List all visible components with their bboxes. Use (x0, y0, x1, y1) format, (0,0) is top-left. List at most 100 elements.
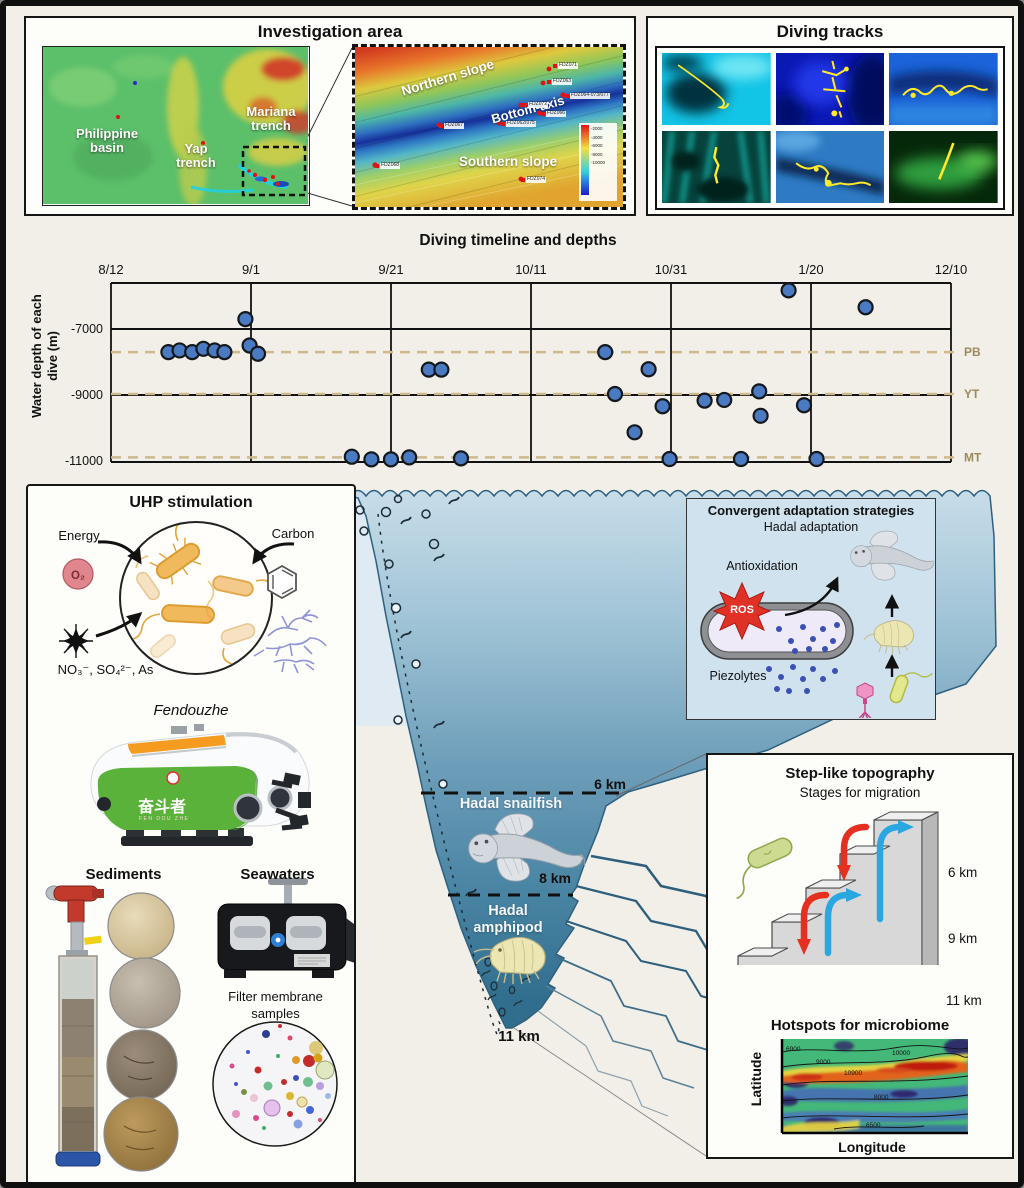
sediment-dishes (103, 892, 181, 1172)
diving-tracks-title: Diving tracks (776, 22, 884, 41)
yap-trench-label: Yap trench (176, 141, 216, 171)
oxygen-icon (62, 558, 94, 590)
sediments-label: Sediments (85, 866, 162, 883)
hotspots-title: Hotspots for microbiome (770, 1017, 950, 1034)
piezolytes-label: Piezolytes (709, 669, 767, 683)
energy-label: Energy (58, 528, 100, 543)
investigation-area-panel: Investigation area (24, 16, 636, 216)
svg-text:8/12: 8/12 (98, 262, 123, 277)
snailfish-small-icon (850, 530, 934, 581)
dive-track-thumbnail-4 (662, 130, 771, 203)
hotspots-map: 6900 9000 10000 10900 8000 6500 (780, 1039, 968, 1135)
svg-text:MT: MT (964, 450, 982, 464)
bacterium-icon (889, 672, 933, 704)
stages-migration-subtitle: Stages for migration (799, 785, 921, 800)
hadal-amphipod-label: Hadal amphipod (473, 903, 543, 936)
dive-site-tag: FDZ071 (558, 62, 579, 69)
uhp-stimulation-panel: UHP stimulation (26, 484, 356, 1182)
svg-text:6900: 6900 (786, 1046, 801, 1053)
filter-membrane-dots (229, 1024, 335, 1130)
manipulator-arms (271, 772, 311, 831)
inset-extent-rectangle (241, 145, 307, 197)
sediment-corer (45, 885, 104, 1167)
nutrients-label: NO₃⁻, SO₄²⁻, As (57, 662, 154, 677)
svg-text:1/20: 1/20 (798, 262, 823, 277)
svg-text:YT: YT (964, 387, 980, 401)
dive-site-tag: FDZ074 (526, 176, 547, 183)
depth-6km-label: 6 km (594, 776, 626, 792)
ros-star-icon (712, 581, 772, 641)
latitude-label: Latitude (748, 1051, 764, 1107)
dive-site-tag: FDZ068 (380, 162, 401, 169)
piezolyte-dots (766, 622, 840, 694)
svg-text:9/1: 9/1 (242, 262, 260, 277)
diving-timeline-chart: 8/12 9/1 9/21 10/11 10/31 1/20 12/10 -7000 -9000… (65, 262, 982, 468)
stair-treads (737, 811, 939, 957)
migration-arrows (797, 820, 914, 957)
adaptation-illustration (700, 530, 934, 718)
callout-line-top (615, 753, 707, 797)
filter-membrane-circle (212, 1021, 338, 1147)
dive-track-thumbnail-6 (889, 130, 998, 203)
migrating-bacterium-icon (736, 837, 793, 900)
antioxidation-label: Antioxidation (726, 559, 798, 573)
investigation-area-title: Investigation area (257, 22, 403, 41)
uhp-title: UHP stimulation (129, 494, 253, 511)
dive-site-tag: FDZ064-073/077 (570, 92, 610, 99)
svg-text:9/21: 9/21 (378, 262, 403, 277)
ros-label: ROS (730, 604, 754, 616)
philippine-basin-label: Philippine basin (75, 126, 139, 156)
adaptation-title: Convergent adaptation strategies (707, 503, 915, 518)
chart-title: Diving timeline and depths (419, 232, 617, 249)
fendouzhe-label: Fendouzhe (153, 702, 229, 719)
antioxidation-arrow (784, 576, 839, 617)
dive-site-tag: FDZ067 (444, 122, 465, 129)
seawaters-label: Seawaters (240, 866, 315, 883)
trench-inset-map: Northern slope Bottom-axis Southern slop… (352, 44, 626, 210)
adaptation-subtitle: Hadal adaptation (763, 520, 859, 534)
step-topography-title: Step-like topography (785, 765, 935, 782)
stair-9km-label: 9 km (948, 931, 978, 946)
dive-site-tag: FDZ062/075 (506, 120, 536, 127)
svg-text:-11000: -11000 (65, 454, 103, 468)
filter-membrane-label-2: samples (251, 1006, 300, 1021)
depth-8km-label: 8 km (539, 870, 571, 886)
hadal-snailfish-icon (468, 813, 586, 882)
mariana-trench-label: Mariana trench (246, 104, 296, 134)
dive-track-thumbnail-5 (775, 130, 885, 203)
svg-text:12/10: 12/10 (935, 262, 968, 277)
svg-text:10000: 10000 (892, 1050, 910, 1057)
track-thumbnails-grid (655, 46, 1005, 210)
step-topography-panel: Step-like topography Stages for migratio… (706, 753, 1014, 1159)
southern-slope-label: Southern slope (458, 154, 558, 169)
svg-text:10/31: 10/31 (655, 262, 688, 277)
dive-site-tag: FDZ063 (552, 78, 573, 85)
seawater-sampler (217, 878, 354, 978)
nutrients-arrow (95, 612, 143, 638)
svg-text:10900: 10900 (844, 1070, 862, 1077)
svg-text:10/11: 10/11 (515, 262, 547, 277)
nutrient-starburst-icon (59, 624, 93, 658)
dive-track-thumbnail-2 (775, 53, 885, 126)
o2-text: O₂ (71, 570, 85, 582)
carbon-arrow (252, 542, 295, 565)
staircase-illustration (736, 811, 939, 965)
uhp-illustrations: 奋斗者 FEN DOU ZHE (45, 521, 354, 1172)
hull-name-text: 奋斗者 (137, 797, 186, 816)
microbes (125, 523, 271, 665)
svg-text:-9000: -9000 (71, 388, 103, 402)
dive-track-thumbnail-1 (662, 53, 771, 126)
dissolved-organic-matter-icon (253, 609, 327, 674)
dive-site-tag: FDZ066 (546, 110, 567, 117)
svg-text:8000: 8000 (874, 1094, 889, 1101)
regional-bathymetry-map: Philippine basin Yap trench Mariana tren… (42, 46, 310, 206)
svg-text:PB: PB (964, 345, 981, 359)
hull-subtext: FEN DOU ZHE (139, 816, 189, 822)
longitude-label: Longitude (838, 1139, 906, 1155)
dive-track-thumbnail-3 (889, 53, 998, 126)
stair-side (921, 811, 939, 965)
carbon-label: Carbon (271, 526, 315, 541)
svg-text:-7000: -7000 (71, 322, 103, 336)
marine-snow-icons (355, 494, 531, 1037)
